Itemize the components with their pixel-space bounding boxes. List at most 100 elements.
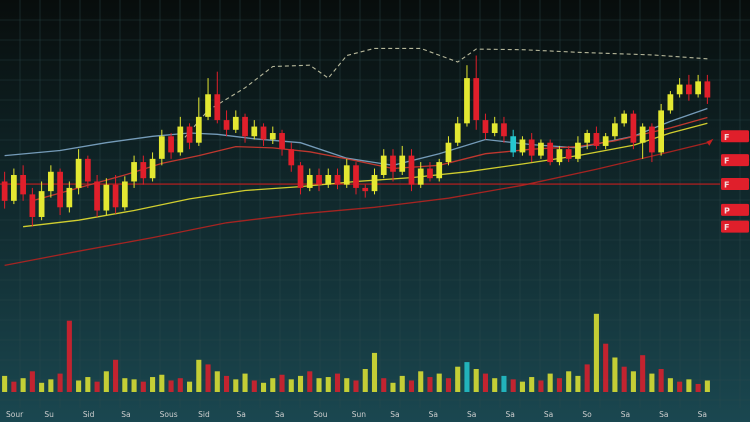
volume-bar [177,378,183,392]
price-tag [721,130,749,143]
candle-body [260,126,267,140]
volume-bar [76,380,82,392]
candle-body [602,136,609,146]
candle-body [38,191,45,217]
candle-body [371,175,378,192]
x-axis-label: Sa [505,410,514,419]
volume-bar [584,364,590,392]
candle-body [658,110,665,153]
volume-bar [677,381,683,392]
x-axis-label: Sa [237,410,246,419]
volume-bar [307,371,313,392]
x-axis-label: Sa [621,410,630,419]
candle-body [195,116,202,143]
volume-bar [316,378,322,392]
candle-body [621,113,628,124]
volume-bar [353,380,359,392]
candle-body [242,116,248,137]
price-tag-label: F [724,181,729,190]
x-axis-label: Sa [121,410,130,419]
volume-bar [575,375,581,392]
candle-body [686,84,692,95]
volume-bar [85,377,91,392]
x-axis-label: Sour [6,410,24,419]
candle-body [454,123,461,143]
candle-body [704,81,711,98]
candle-body [186,126,193,143]
volume-bar [224,375,230,392]
volume-bar [297,375,304,392]
volume-bar [94,381,100,392]
volume-bar [325,377,331,392]
x-axis-label: Su [44,410,54,419]
volume-bar [57,373,63,392]
volume-bar [566,371,572,392]
volume-bar [603,343,609,392]
candle-body [103,184,110,211]
candle-body [556,149,563,163]
candle-body [584,133,591,143]
candle-body [649,126,655,153]
volume-bar [66,320,72,392]
candle-body [519,139,526,153]
candle-body [667,94,674,111]
moving-average-line [4,142,708,267]
volume-bar [704,380,710,392]
candle-body [297,165,304,188]
x-axis-label: Sa [390,410,399,419]
volume-bar [122,378,128,392]
x-axis-label: Sun [352,410,367,419]
candle-body [612,123,618,137]
volume-bar [510,379,516,392]
candle-body [538,142,544,156]
candle-body [473,78,480,121]
volume-bar [640,355,646,392]
volume-bar [399,375,405,392]
candle-body [11,175,17,201]
volume-bar [445,378,452,392]
candle-body [417,168,424,185]
candle-body [630,113,637,143]
volume-bar [612,357,618,392]
candle-body [676,84,683,95]
volume-bar [39,382,45,392]
candle-body [232,116,239,130]
volume-bar [418,371,424,392]
volume-bar [279,374,285,392]
candle-body [343,165,350,185]
candle-body [223,120,230,130]
volume-bar [11,381,17,392]
volume-bar [214,371,220,392]
volume-bar [464,362,470,392]
volume-bar [260,382,267,392]
volume-bar [103,371,109,392]
volume-bar [408,380,415,392]
candle-body [334,175,341,185]
candle-body [121,181,128,208]
candle-body [399,155,406,172]
volume-bar [630,371,636,392]
candle-body [112,184,119,208]
candle-body [29,194,36,217]
candle-body [158,136,165,159]
candle-body [140,162,147,179]
volume-bar [501,375,507,392]
volume-bar [150,377,156,392]
candle-body [408,155,415,185]
x-axis-label: Sa [429,410,438,419]
candle-body [84,158,91,182]
price-tag-label: F [724,133,729,142]
volume-bar [482,373,488,392]
volume-bar [473,369,479,392]
volume-bars [2,313,710,392]
chart-grid [0,0,750,408]
volume-bar [381,378,387,392]
price-tag-label: F [724,157,729,166]
volume-bar [48,379,54,392]
candle-body [20,175,26,195]
volume-bar [686,379,692,392]
volume-bar [621,366,627,392]
candle-body [510,136,517,153]
